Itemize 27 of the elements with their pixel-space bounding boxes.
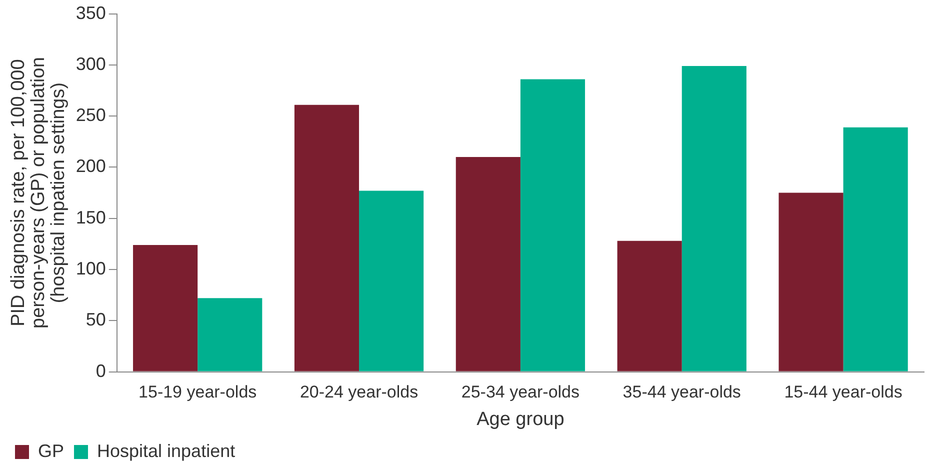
x-axis-title: Age group bbox=[476, 408, 564, 430]
legend-label: Hospital inpatient bbox=[97, 440, 236, 461]
y-tick-label: 300 bbox=[76, 54, 106, 74]
y-tick-label: 250 bbox=[76, 105, 106, 126]
x-tick-label: 35-44 year-olds bbox=[622, 382, 741, 402]
y-tick-label: 50 bbox=[86, 310, 106, 330]
y-axis-title: PID diagnosis rate, per 100,000 person-years (GP) or population (hospital inpatien settings) bbox=[8, 57, 70, 329]
legend-label: GP bbox=[38, 440, 64, 461]
bar bbox=[359, 190, 424, 372]
x-tick-label: 15-44 year-olds bbox=[784, 382, 902, 402]
y-tick-label: 100 bbox=[76, 258, 106, 278]
bar bbox=[294, 104, 360, 372]
bar bbox=[778, 192, 844, 372]
x-tick-label: 15-19 year-olds bbox=[138, 382, 257, 402]
bar bbox=[456, 157, 520, 372]
bar bbox=[520, 79, 586, 372]
bar bbox=[682, 66, 746, 372]
bar bbox=[198, 298, 262, 372]
y-tick-label: 150 bbox=[76, 207, 106, 228]
bar bbox=[133, 244, 198, 372]
bar bbox=[617, 240, 682, 372]
bar bbox=[843, 127, 908, 372]
x-tick-label: 25-34 year-olds bbox=[461, 382, 580, 402]
y-tick-label: 200 bbox=[76, 156, 106, 176]
x-tick-label: 20-24 year-olds bbox=[300, 382, 418, 402]
y-tick-label: 0 bbox=[96, 360, 106, 381]
y-tick-label: 350 bbox=[76, 2, 106, 23]
